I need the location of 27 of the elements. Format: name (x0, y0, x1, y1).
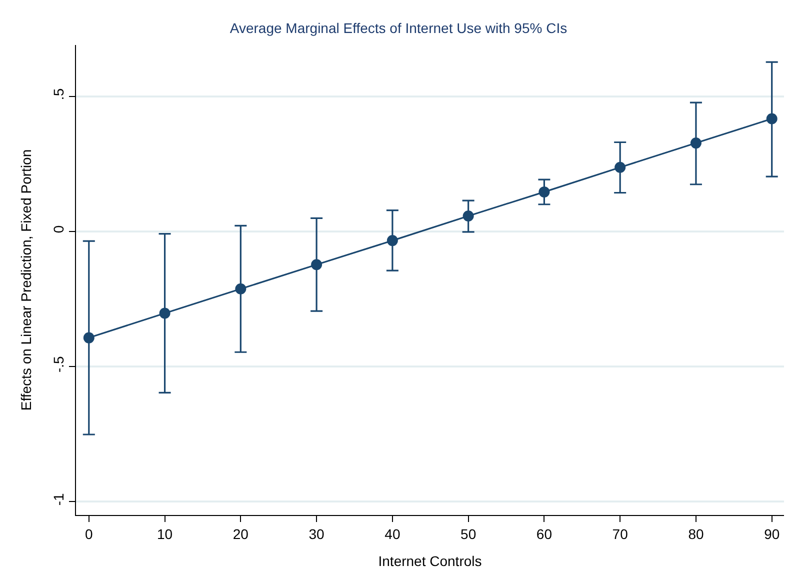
x-tick-label: 90 (764, 526, 780, 542)
x-tick-label: 40 (384, 526, 400, 542)
x-tick-label: 0 (85, 526, 93, 542)
x-tick-label: 30 (308, 526, 325, 542)
point (690, 138, 702, 149)
point (159, 308, 170, 319)
x-axis-title: Internet Controls (378, 553, 482, 570)
chart-title: Average Marginal Effects of Internet Use with 95% CIs (230, 20, 568, 36)
y-tick-label: -.5 (50, 356, 66, 373)
point (614, 162, 626, 173)
x-tick-label: 20 (232, 526, 249, 542)
x-tick-label: 80 (688, 526, 704, 542)
point (386, 235, 398, 246)
x-tick-label: 70 (612, 526, 628, 542)
point (538, 186, 550, 198)
x-tick-label: 10 (156, 526, 173, 542)
y-tick-label: -1 (50, 492, 66, 506)
point (83, 332, 94, 344)
x-tick-label: 50 (460, 526, 476, 542)
point (766, 113, 778, 124)
y-axis-title: Effects on Linear Prediction, Fixed Portion (18, 149, 34, 411)
y-tick-label: 0 (50, 225, 66, 234)
point (311, 259, 322, 270)
point (462, 210, 474, 222)
x-tick-label: 60 (536, 526, 552, 542)
point (235, 283, 246, 294)
y-tick-label: .5 (50, 88, 66, 100)
